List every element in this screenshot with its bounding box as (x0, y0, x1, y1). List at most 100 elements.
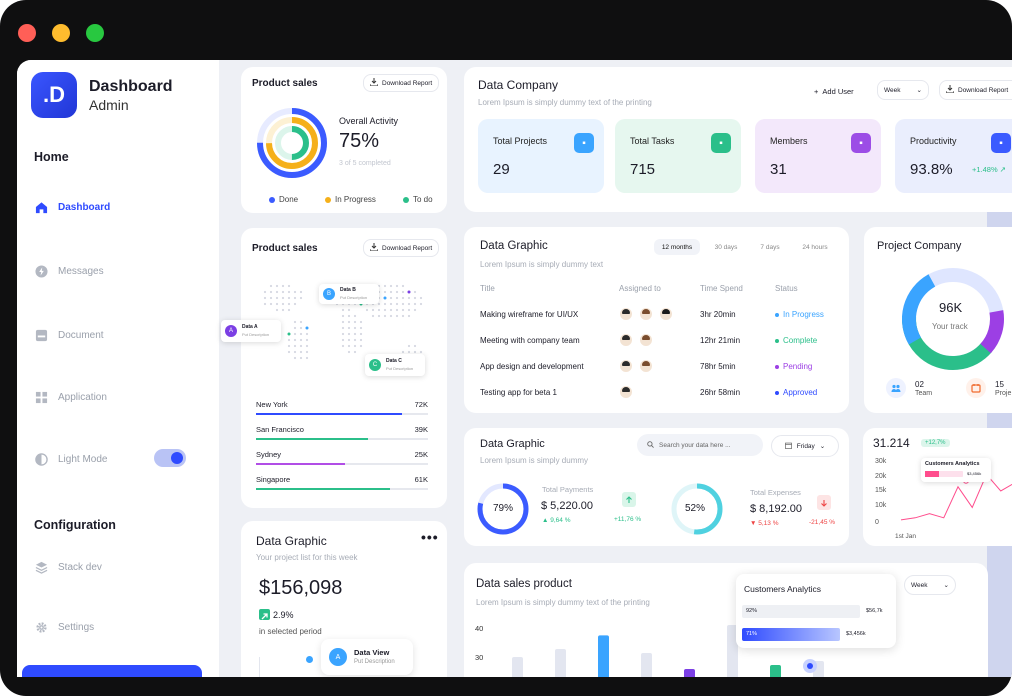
download-report-button[interactable]: Download Report (939, 80, 1012, 100)
row-time: 26hr 58min (700, 388, 741, 397)
table-row[interactable]: Testing app for beta 1 26hr 58min Approved (464, 384, 849, 402)
range-tab-1[interactable]: 12 months (654, 239, 700, 255)
sidebar-item-dashboard[interactable]: Dashboard (34, 200, 110, 214)
search-input[interactable]: Search your data here ... (637, 434, 763, 456)
sales-bar[interactable] (641, 653, 652, 677)
sidebar-action-button[interactable] (22, 665, 202, 677)
map-dot (401, 296, 405, 300)
map-dot (353, 350, 357, 354)
expenses-ring (671, 483, 723, 535)
city-name: New York (256, 400, 288, 409)
stat-tile-4[interactable]: Productivity 93.8% ▪ +1.48% ↗ (895, 119, 1012, 193)
map-dot (395, 290, 399, 294)
stat-label: Total Tasks (630, 136, 675, 146)
map-dot (377, 308, 381, 312)
map-pin-c[interactable]: C Data C Put Description (365, 354, 425, 376)
avatar (619, 359, 633, 373)
table-row[interactable]: App design and development 78hr 5min Pendi… (464, 358, 849, 376)
sales-bar[interactable] (598, 635, 609, 677)
download-report-button[interactable]: Download Report (363, 74, 440, 92)
map-dot (293, 332, 297, 336)
sidebar-item-settings[interactable]: Settings (34, 620, 94, 634)
map-pin-a[interactable]: A Data A Put Description (221, 320, 281, 342)
card-title: Data Graphic (480, 240, 548, 252)
map-dot (305, 338, 309, 342)
chevron-down-icon: ⌄ (916, 87, 922, 94)
payments-percent: 79% (493, 503, 514, 514)
status-badge: Pending (775, 362, 812, 371)
map-dot (347, 314, 351, 318)
ring-in-progress (266, 117, 318, 169)
pin-desc: Put Description (340, 295, 368, 300)
map-dot (281, 296, 285, 300)
light-mode-toggle[interactable] (154, 449, 186, 467)
map-dot (287, 284, 291, 288)
sales-bar[interactable] (555, 649, 566, 677)
gear-icon (34, 620, 48, 634)
add-user-label: Add User (822, 87, 854, 96)
map-dot (299, 320, 303, 324)
activity-percent: 75% (339, 130, 380, 152)
search-placeholder: Search your data here ... (659, 441, 731, 449)
map-dot (395, 296, 399, 300)
stat-tile-1[interactable]: Total Projects 29 ▪ (478, 119, 604, 193)
map-dot (275, 296, 279, 300)
pin-badge: C (369, 359, 381, 371)
map-dot (305, 344, 309, 348)
sidebar-item-application[interactable]: Application (34, 390, 107, 404)
map-pin-b[interactable]: B Data B Put Description (319, 284, 379, 304)
table-row[interactable]: Meeting with company team 12hr 21min Compl… (464, 332, 849, 350)
table-row[interactable]: Making wireframe for UI/UX 3hr 20min In Pr… (464, 306, 849, 324)
sales-bar[interactable] (727, 625, 738, 677)
sidebar-item-document[interactable]: Document (34, 328, 104, 342)
minimize-window-dot[interactable] (52, 24, 70, 42)
row-title: Meeting with company team (480, 336, 580, 345)
map-dot (365, 308, 369, 312)
pin-desc: Put Description (242, 332, 270, 337)
map-dot (275, 290, 279, 294)
sidebar-item-stack-dev[interactable]: Stack dev (34, 560, 102, 574)
add-user-button[interactable]: + Add User (814, 87, 854, 96)
map-dot (353, 332, 357, 336)
city-progress-fill (256, 463, 346, 465)
map-dot (269, 284, 273, 288)
sidebar-item-label: Document (58, 329, 104, 341)
city-name: Sydney (256, 450, 282, 459)
period-select[interactable]: Week ⌄ (877, 80, 929, 100)
arrow-up-icon (622, 492, 636, 507)
map-dot (401, 350, 405, 354)
map-dot (287, 296, 291, 300)
day-select[interactable]: Friday ⌄ (771, 435, 839, 457)
mini-chart-popup: Customers Analytics $3,456k (921, 458, 991, 482)
card-subtitle: Lorem Ipsum is simply dummy (480, 456, 589, 465)
map-dot (341, 314, 345, 318)
y-tick-label: 0 (875, 519, 879, 526)
map-dot (305, 326, 309, 330)
data-company-card: Data Company Lorem Ipsum is simply dummy… (464, 67, 1012, 212)
map-dot (383, 284, 387, 288)
more-icon[interactable]: ••• (421, 529, 439, 545)
map-dot (395, 284, 399, 288)
legend-done: Done (269, 195, 298, 204)
close-window-dot[interactable] (18, 24, 36, 42)
stat-tile-2[interactable]: Total Tasks 715 ▪ (615, 119, 741, 193)
map-dot (407, 308, 411, 312)
activity-ring-chart (257, 108, 327, 178)
range-tab-2[interactable]: 30 days (714, 243, 738, 251)
map-dot (341, 344, 345, 348)
sidebar-item-messages[interactable]: Messages (34, 264, 104, 278)
period-select[interactable]: Week ⌄ (904, 575, 956, 595)
sales-bar[interactable] (770, 665, 781, 677)
search-icon (647, 440, 654, 450)
expenses-percent: 52% (685, 503, 706, 514)
download-report-button[interactable]: Download Report (363, 239, 440, 257)
map-dot (407, 314, 411, 318)
sales-bar[interactable] (512, 657, 523, 677)
maximize-window-dot[interactable] (86, 24, 104, 42)
stat-tile-3[interactable]: Members 31 ▪ (755, 119, 881, 193)
popup-row2-pct: 71% (746, 631, 758, 637)
range-tab-4[interactable]: 24 hours (802, 243, 828, 251)
legend-in-progress: In Progress (325, 195, 376, 204)
sales-bar[interactable] (684, 669, 695, 677)
range-tab-3[interactable]: 7 days (760, 243, 780, 251)
